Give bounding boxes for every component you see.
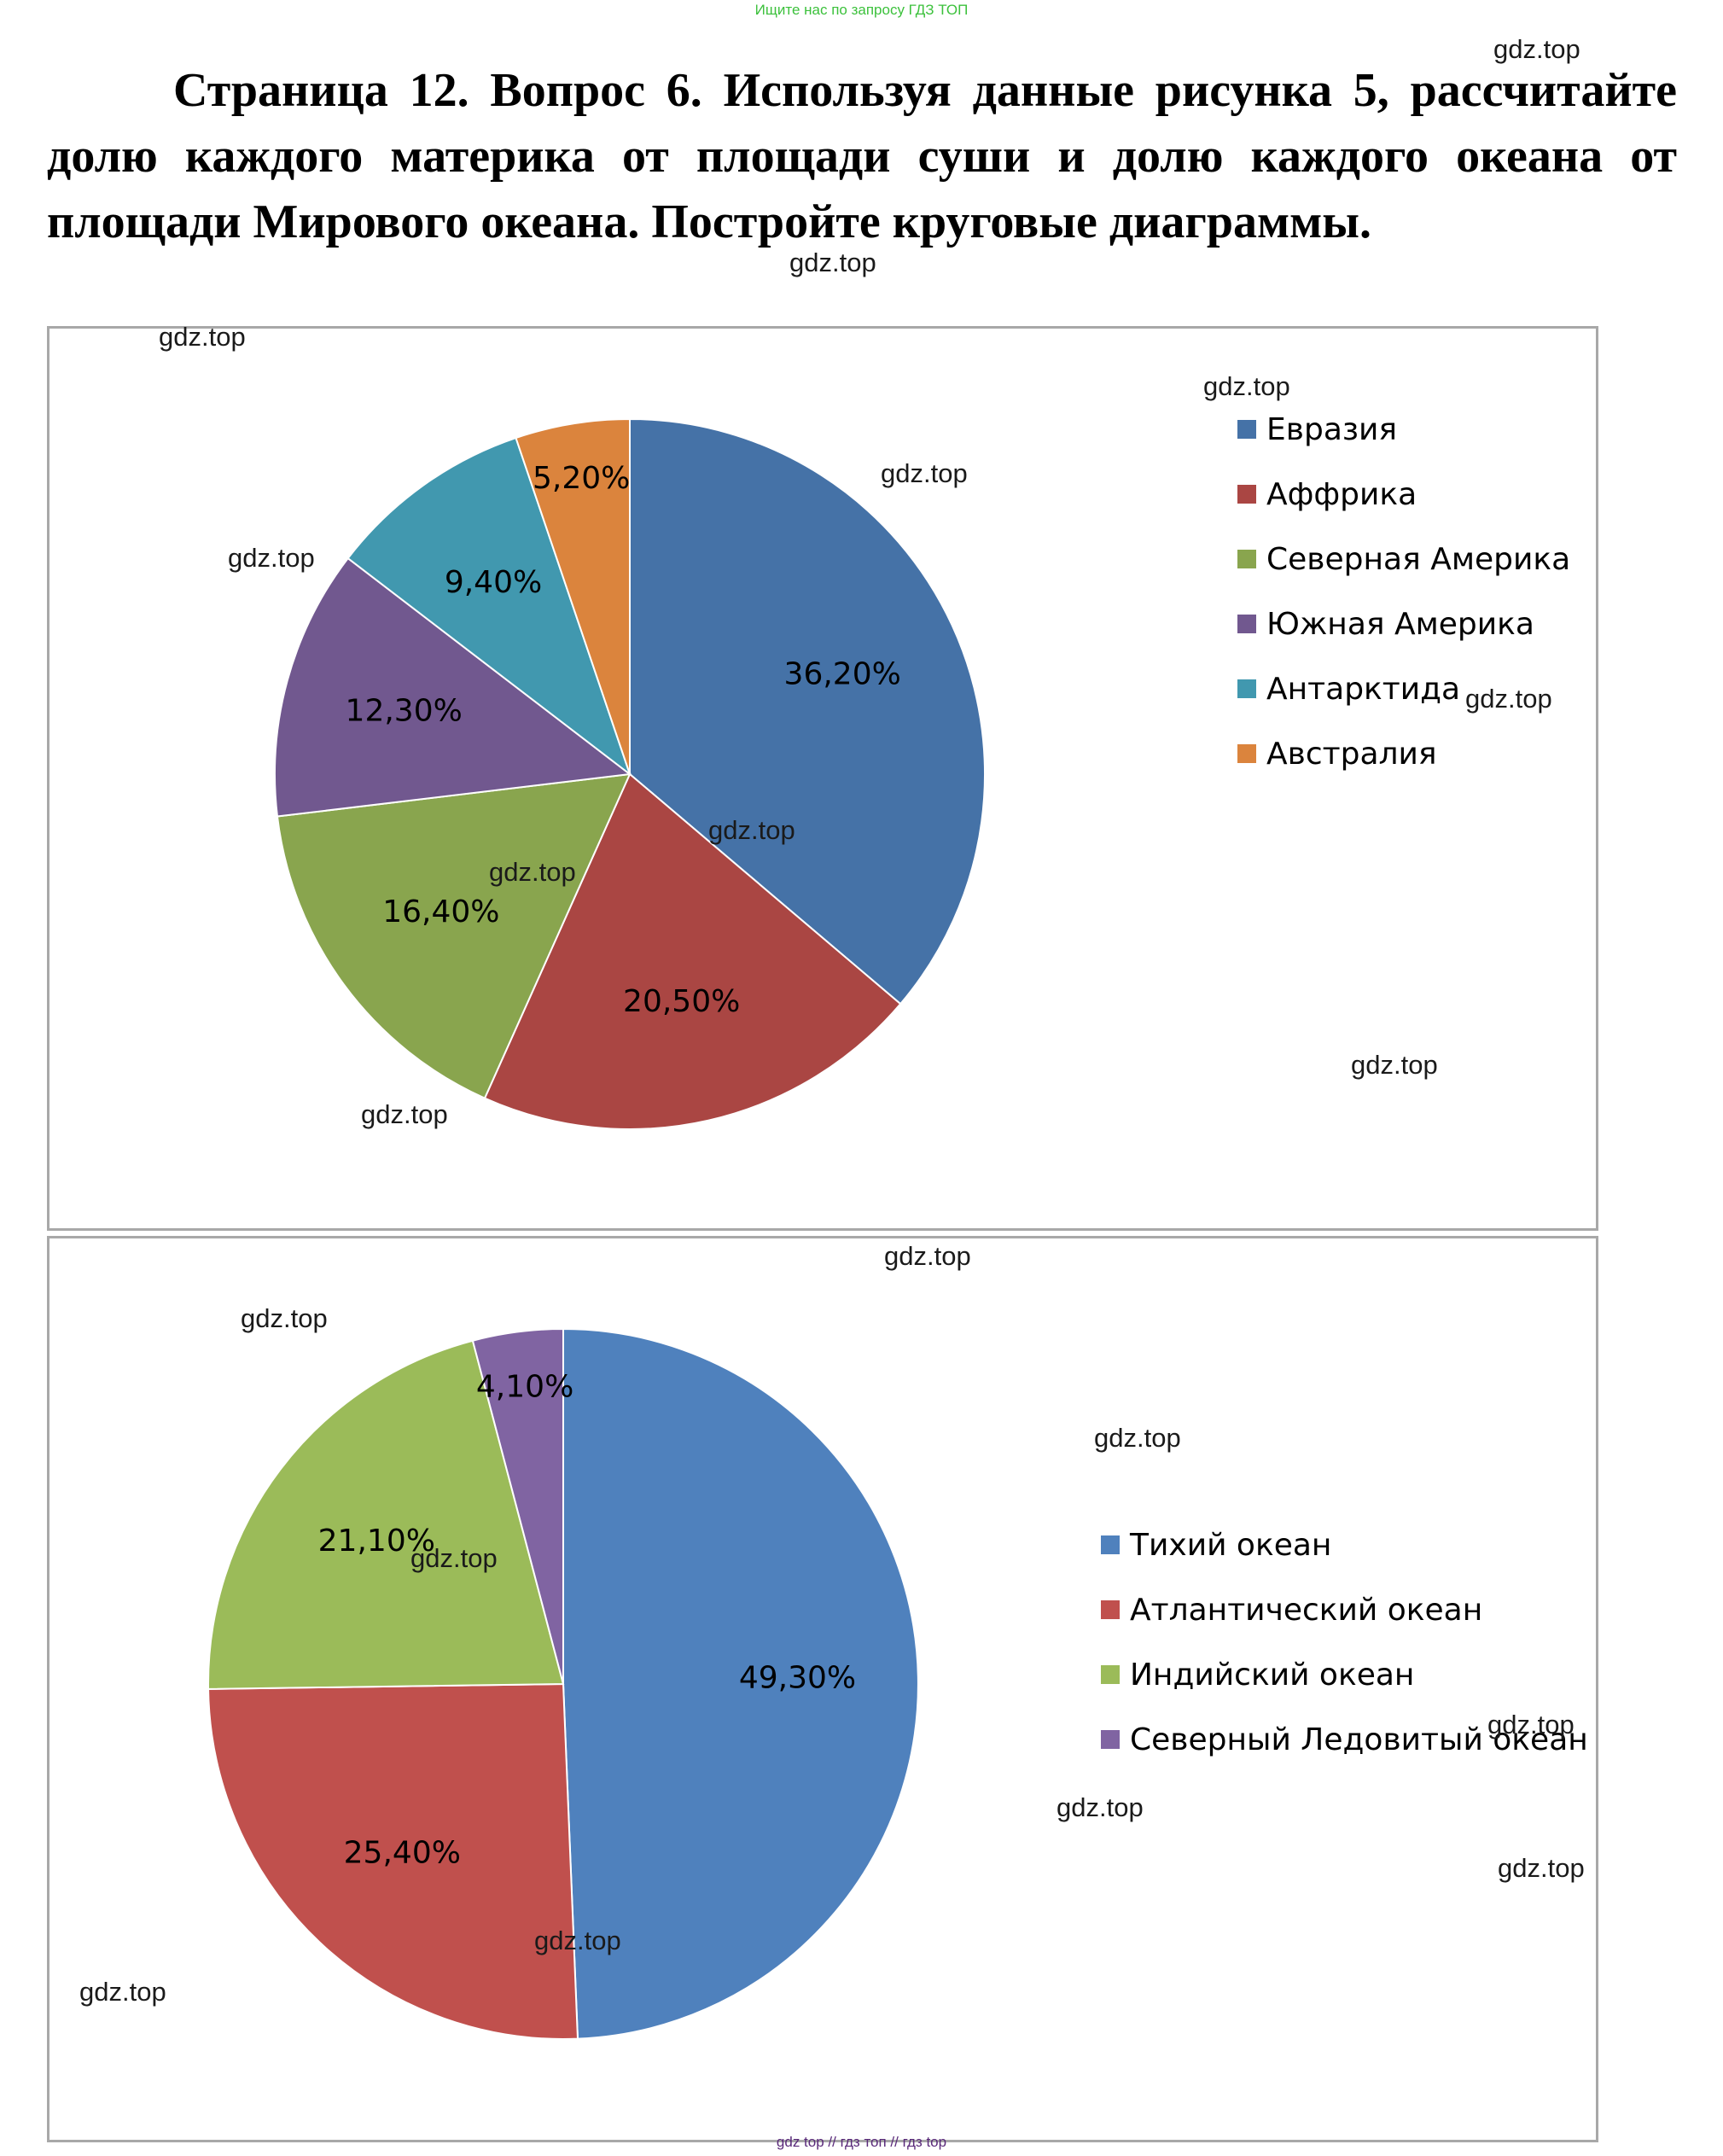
legend-label: Тихий океан	[1130, 1527, 1332, 1563]
watermark: gdz.top	[1487, 1710, 1575, 1739]
watermark: gdz.top	[1493, 34, 1580, 64]
legend-item: Южная Америка	[1237, 591, 1570, 656]
slice-data-label: 49,30%	[739, 1660, 856, 1695]
legend-item: Тихий океан	[1101, 1512, 1588, 1577]
oceans-chart-panel: 49,30% 25,40% 21,10% 4,10% Тихий океан Атлан…	[47, 1236, 1598, 2142]
legend-item: Евразия	[1237, 397, 1570, 462]
watermark: gdz.top	[708, 815, 795, 845]
legend-swatch	[1237, 550, 1256, 568]
slice-data-label: 12,30%	[346, 694, 463, 729]
legend-swatch	[1237, 615, 1256, 633]
legend-item: Атлантический океан	[1101, 1577, 1588, 1642]
pie-slice-3	[276, 772, 632, 1100]
legend-label: Южная Америка	[1266, 606, 1534, 642]
legend-item: Северный Ледовитый океан	[1101, 1707, 1588, 1772]
watermark: gdz.top	[241, 1303, 328, 1333]
watermark: gdz.top	[789, 248, 876, 277]
slice-data-label: 21,10%	[318, 1524, 435, 1559]
legend-swatch	[1101, 1730, 1120, 1749]
continents-chart-panel: 36,20% 20,50% 16,40% 12,30% 9,40% 5,20% Евраз…	[47, 326, 1598, 1231]
pie-slice-5	[346, 436, 632, 777]
question-text: Страница 12. Вопрос 6. Используя данные …	[47, 64, 1677, 248]
legend-swatch	[1237, 485, 1256, 504]
slice-data-label: 5,20%	[533, 461, 630, 496]
watermark: gdz.top	[1465, 684, 1552, 714]
legend-swatch	[1101, 1600, 1120, 1619]
slice-data-label: 4,10%	[476, 1370, 573, 1405]
pie-slice-4	[471, 1327, 564, 1685]
watermark: gdz.top	[159, 322, 246, 352]
legend-label: Северный Ледовитый океан	[1130, 1722, 1588, 1757]
watermark: gdz.top	[1351, 1050, 1438, 1080]
pie-slice-2	[483, 772, 902, 1130]
top-search-note: Ищите нас по запросу ГДЗ ТОП	[754, 2, 969, 18]
watermark: gdz.top	[410, 1543, 498, 1573]
slice-data-label: 20,50%	[623, 984, 740, 1019]
legend-swatch	[1237, 679, 1256, 698]
legend-swatch	[1101, 1535, 1120, 1554]
legend-label: Австралия	[1266, 736, 1437, 772]
pie-slice-4	[274, 556, 632, 818]
watermark: gdz.top	[534, 1926, 621, 1955]
continents-legend: Евразия Аффрика Северная Америка Южная Амер…	[1237, 397, 1570, 786]
slice-data-label: 25,40%	[344, 1835, 461, 1870]
legend-label: Аффрика	[1266, 476, 1417, 512]
watermark: gdz.top	[361, 1099, 448, 1129]
continents-pie-chart: 36,20% 20,50% 16,40% 12,30% 9,40% 5,20%	[274, 417, 986, 1130]
watermark: gdz.top	[1057, 1792, 1144, 1822]
legend-item: Аффрика	[1237, 462, 1570, 527]
legend-item: Австралия	[1237, 721, 1570, 786]
watermark: gdz.top	[1203, 371, 1290, 401]
watermark: gdz.top	[1498, 1853, 1585, 1883]
watermark: gdz.top	[1094, 1423, 1181, 1453]
watermark: gdz.top	[79, 1977, 166, 2007]
legend-swatch	[1237, 420, 1256, 439]
pie-slice-3	[207, 1339, 565, 1690]
slice-data-label: 9,40%	[445, 565, 542, 600]
legend-label: Евразия	[1266, 411, 1398, 447]
legend-label: Северная Америка	[1266, 541, 1571, 577]
legend-swatch	[1237, 744, 1256, 763]
legend-item: Северная Америка	[1237, 527, 1570, 591]
pie-slice-1	[562, 1327, 919, 2040]
watermark: gdz.top	[489, 857, 576, 887]
legend-label: Индийский океан	[1130, 1657, 1415, 1693]
legend-item: Антарктида	[1237, 656, 1570, 721]
oceans-legend: Тихий океан Атлантический океан Индийский …	[1101, 1512, 1588, 1772]
pie-slice-6	[515, 417, 631, 775]
watermark: gdz.top	[228, 543, 315, 573]
footer-links: gdz top // гдз топ // гдз top	[776, 2134, 947, 2150]
slice-data-label: 36,20%	[784, 657, 901, 692]
legend-label: Антарктида	[1266, 671, 1461, 707]
legend-label: Атлантический океан	[1130, 1592, 1483, 1628]
oceans-pie-chart: 49,30% 25,40% 21,10% 4,10%	[207, 1327, 919, 2040]
slice-data-label: 16,40%	[382, 894, 499, 929]
legend-swatch	[1101, 1665, 1120, 1684]
watermark: gdz.top	[884, 1241, 971, 1271]
pie-slice-1	[629, 417, 986, 1005]
pie-slice-2	[207, 1682, 579, 2040]
watermark: gdz.top	[881, 458, 968, 488]
legend-item: Индийский океан	[1101, 1642, 1588, 1707]
